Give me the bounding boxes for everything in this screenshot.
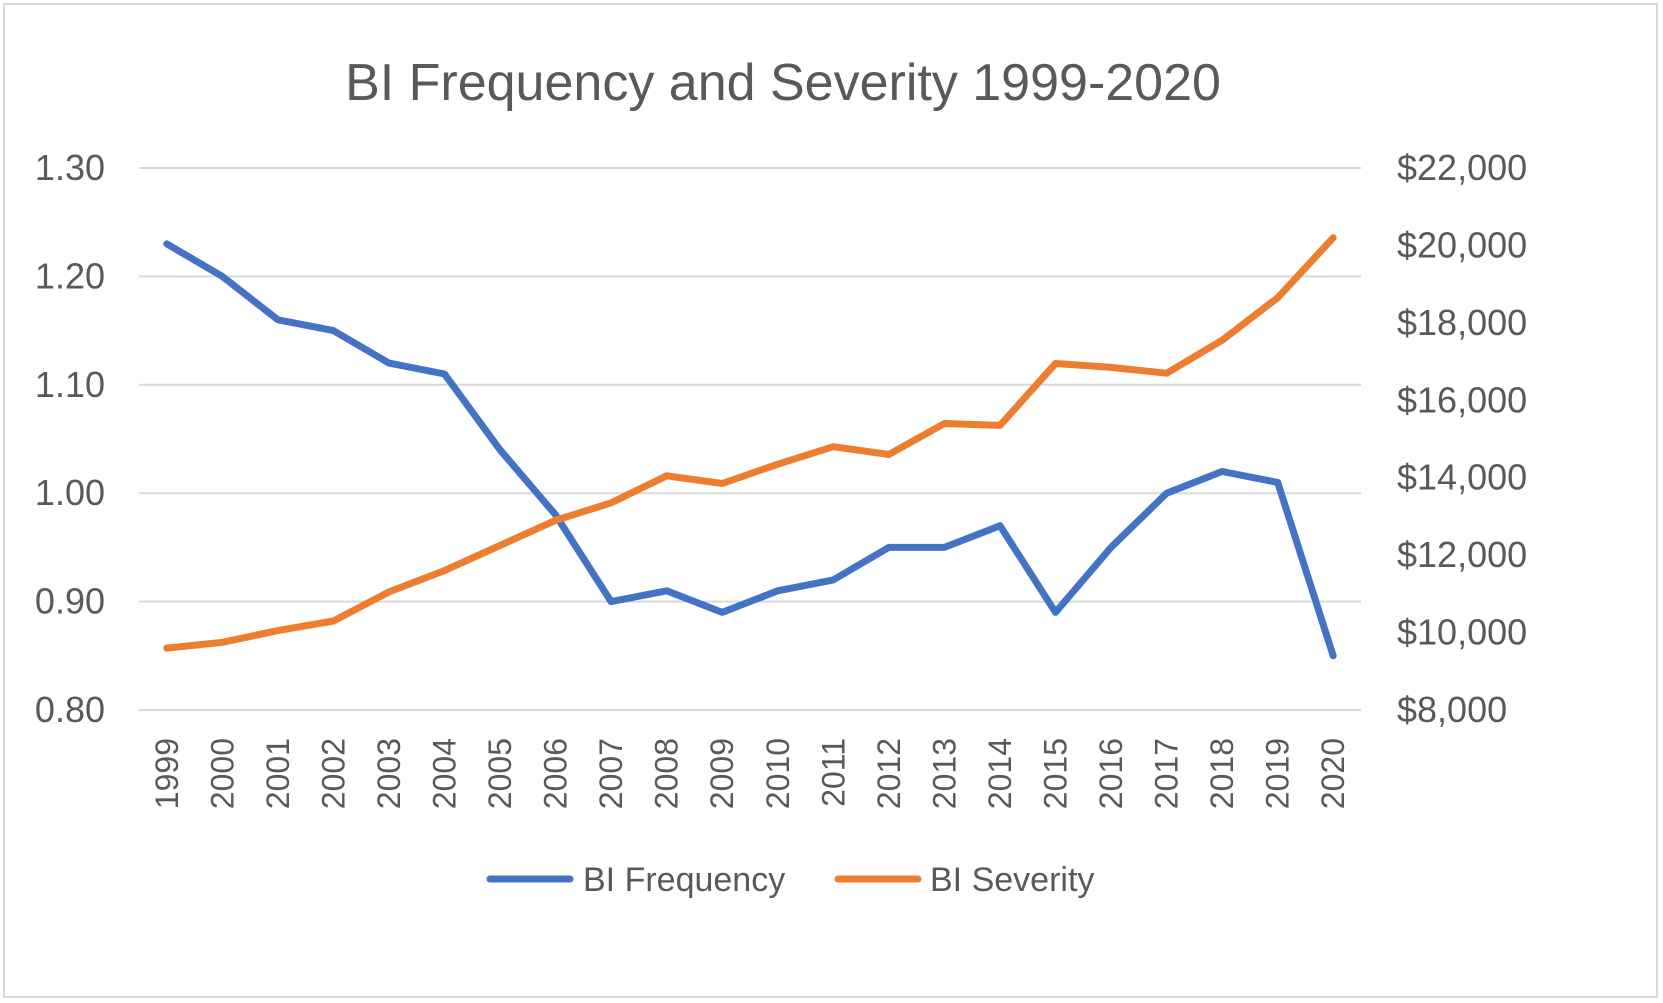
x-tick-label: 2015 — [1038, 738, 1074, 809]
x-tick-label: 2003 — [371, 738, 407, 809]
right-tick-label: $14,000 — [1397, 457, 1527, 498]
left-tick-label: 1.20 — [35, 255, 105, 296]
x-tick-label: 2010 — [760, 738, 796, 809]
right-tick-label: $8,000 — [1397, 689, 1507, 730]
x-tick-label: 2006 — [538, 738, 574, 809]
right-tick-label: $16,000 — [1397, 379, 1527, 420]
right-axis-ticks: $8,000 $10,000 $12,000 $14,000 $16,000 $18,00… — [1397, 147, 1527, 730]
left-tick-label: 1.30 — [35, 147, 105, 188]
x-tick-label: 2004 — [427, 738, 463, 809]
right-tick-label: $12,000 — [1397, 534, 1527, 575]
left-tick-label: 1.00 — [35, 472, 105, 513]
legend-label: BI Frequency — [583, 861, 785, 899]
right-tick-label: $22,000 — [1397, 147, 1527, 188]
grid-lines — [139, 167, 1361, 711]
right-tick-label: $20,000 — [1397, 224, 1527, 265]
x-tick-label: 2020 — [1315, 738, 1351, 809]
x-tick-label: 2002 — [315, 738, 351, 809]
x-tick-label: 2013 — [926, 738, 962, 809]
left-tick-label: 0.90 — [35, 581, 105, 622]
x-tick-label: 2008 — [649, 738, 685, 809]
x-tick-label: 2016 — [1093, 738, 1129, 809]
x-tick-label: 2009 — [704, 738, 740, 809]
x-tick-label: 2014 — [982, 738, 1018, 809]
left-tick-label: 1.10 — [35, 364, 105, 405]
x-tick-label: 2011 — [815, 738, 851, 807]
x-tick-label: 2012 — [871, 738, 907, 809]
x-tick-label: 2001 — [260, 738, 296, 809]
legend-label: BI Severity — [930, 861, 1094, 899]
legend: BI Frequency BI Severity — [486, 861, 1094, 899]
chart-svg: BI Frequency and Severity 1999-2020 0.80… — [35, 54, 1527, 899]
x-tick-label: 2017 — [1149, 738, 1185, 809]
right-tick-label: $10,000 — [1397, 612, 1527, 653]
series-line-bi-frequency — [163, 240, 1337, 660]
x-tick-label: 1999 — [149, 738, 185, 809]
right-tick-label: $18,000 — [1397, 302, 1527, 343]
x-tick-label: 2007 — [593, 738, 629, 809]
x-tick-label: 2018 — [1204, 738, 1240, 809]
x-tick-label: 2005 — [482, 738, 518, 809]
x-tick-label: 2000 — [204, 738, 240, 809]
x-axis-ticks: 1999 2000 2001 2002 2003 2004 2005 2006 2007 2008… — [149, 738, 1351, 809]
series-line-bi-severity — [163, 234, 1337, 652]
x-tick-label: 2019 — [1260, 738, 1296, 809]
chart-frame: BI Frequency and Severity 1999-2020 0.80… — [3, 3, 1658, 998]
series-lines — [163, 234, 1337, 660]
left-axis-ticks: 0.80 0.90 1.00 1.10 1.20 1.30 — [35, 147, 105, 730]
chart-title: BI Frequency and Severity 1999-2020 — [345, 54, 1221, 112]
left-tick-label: 0.80 — [35, 689, 105, 730]
